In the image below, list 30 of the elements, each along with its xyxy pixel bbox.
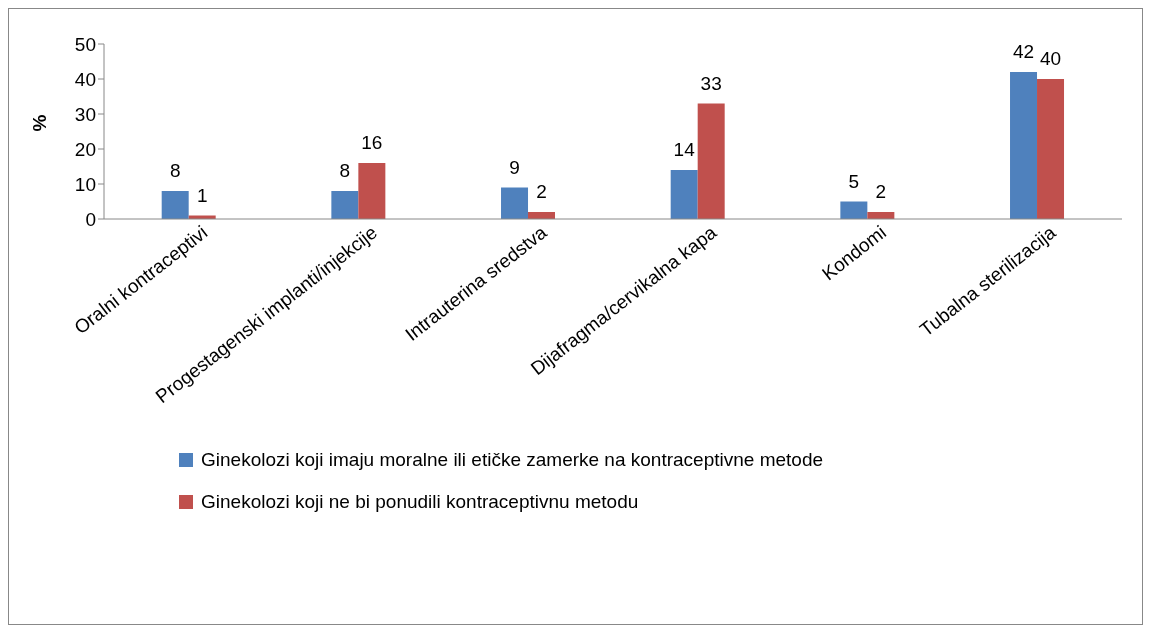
- y-tick-label: 30: [74, 103, 96, 125]
- bar: [331, 191, 359, 219]
- data-label: 2: [536, 181, 547, 202]
- data-label: 1: [196, 184, 208, 206]
- data-label: 5: [848, 170, 860, 192]
- y-tick-label: 40: [74, 68, 96, 90]
- data-label: 16: [361, 132, 383, 153]
- data-label: 9: [509, 156, 520, 178]
- bar: [161, 191, 189, 219]
- y-tick-label: 20: [74, 138, 96, 160]
- data-label: 40: [1039, 48, 1062, 69]
- bar: [697, 103, 725, 219]
- data-label: 42: [1012, 41, 1035, 62]
- data-label: 2: [875, 181, 887, 202]
- bar: [1037, 79, 1065, 219]
- data-label: 8: [339, 160, 351, 181]
- data-label: 14: [673, 139, 696, 160]
- bar: [358, 163, 386, 219]
- bar: [501, 187, 529, 219]
- bar: [840, 201, 868, 219]
- legend-label: Ginekolozi koji ne bi ponudili kontraceptivnu metodu: [201, 491, 639, 513]
- bar: [1010, 72, 1038, 219]
- y-tick-label: 0: [85, 208, 96, 230]
- y-axis-title: %: [28, 114, 50, 132]
- y-tick-label: 10: [74, 173, 96, 195]
- data-label: 33: [700, 72, 722, 94]
- y-tick-label: 50: [74, 33, 96, 55]
- data-label: 8: [169, 160, 181, 181]
- legend-label: Ginekolozi koji imaju moralne ili etičke zamerke na kontraceptivne metode: [201, 449, 824, 471]
- bar: [670, 170, 698, 219]
